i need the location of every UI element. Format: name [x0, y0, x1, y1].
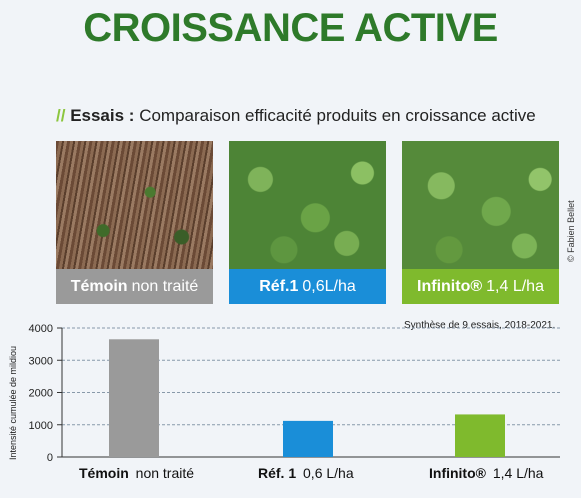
bar-chart: 0 1000 2000 3000 4000	[29, 323, 560, 462]
bar	[109, 339, 159, 457]
category-label-ref1: Réf. 1 0,6 L/ha	[258, 465, 354, 481]
subtitle-text: Comparaison efficacité produits en crois…	[139, 106, 536, 125]
category-text: 1,4 L/ha	[492, 465, 544, 481]
photo-label-ref1: Réf.1 0,6L/ha	[229, 269, 386, 304]
photo-label-text: 1,4 L/ha	[486, 277, 544, 295]
bar	[455, 414, 505, 457]
category-bold: Témoin	[79, 465, 129, 481]
category-text: non traité	[135, 465, 195, 481]
field-photo-infinito	[402, 141, 559, 269]
category-bold: Réf. 1	[258, 465, 297, 481]
category-label-infinito: Infinito® 1,4 L/ha	[429, 465, 543, 481]
field-photo-ref1	[229, 141, 386, 269]
y-tick-label: 2000	[29, 388, 53, 400]
subtitle-bold: Essais :	[70, 106, 135, 125]
subtitle: // Essais : Comparaison efficacité produ…	[56, 106, 536, 126]
category-bold: Infinito®	[429, 465, 486, 481]
y-tick-label: 4000	[29, 323, 53, 335]
category-label-temoin: Témoin non traité	[79, 465, 194, 481]
page-title: CROISSANCE ACTIVE	[83, 6, 498, 50]
chart-note: Synthèse de 9 essais, 2018-2021.	[404, 320, 556, 331]
photo-credit: © Fabien Bellet	[566, 200, 576, 262]
category-text: 0,6 L/ha	[303, 465, 354, 481]
photo-label-bold: Réf.1	[259, 277, 299, 295]
subtitle-prefix: //	[56, 106, 66, 125]
y-tick-label: 3000	[29, 355, 53, 367]
photo-label-bold: Témoin	[70, 277, 128, 295]
photo-label-text: non traité	[131, 277, 199, 295]
photo-panel-infinito: Infinito® 1,4 L/ha	[402, 141, 559, 304]
photo-panel-ref1: Réf.1 0,6L/ha	[229, 141, 386, 304]
y-tick-label: 0	[47, 452, 53, 462]
bar	[283, 420, 333, 457]
photo-panel-temoin: Témoin non traité	[56, 141, 213, 304]
field-photo-temoin	[56, 141, 213, 269]
photo-label-bold: Infinito®	[417, 277, 483, 295]
photo-label-infinito: Infinito® 1,4 L/ha	[402, 269, 559, 304]
y-tick-label: 1000	[29, 420, 53, 432]
photo-label-text: 0,6L/ha	[302, 277, 356, 295]
photo-label-temoin: Témoin non traité	[56, 269, 213, 304]
